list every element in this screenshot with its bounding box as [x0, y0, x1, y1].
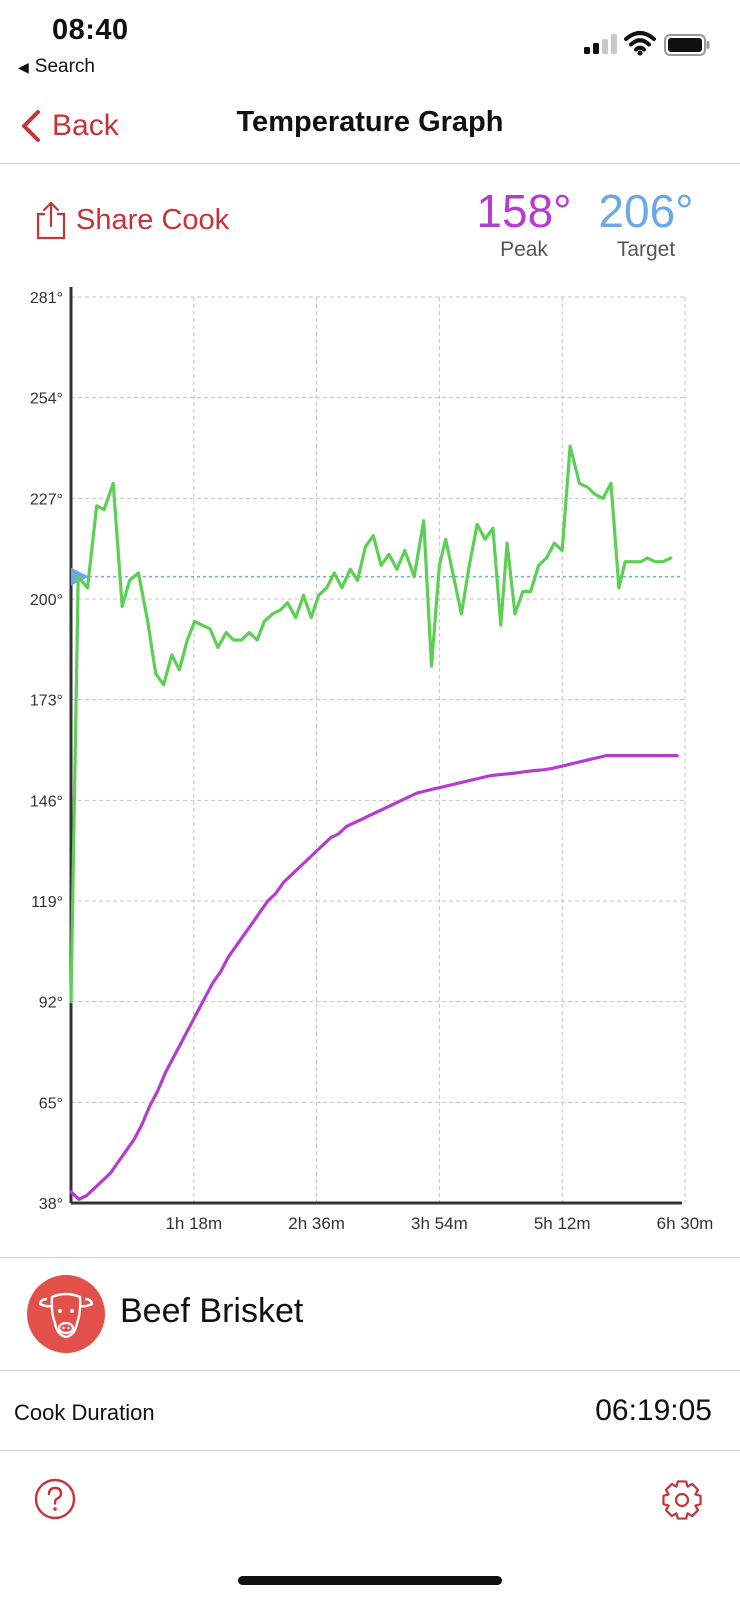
y-tick-label: 119° [31, 894, 63, 911]
nav-divider [0, 163, 740, 164]
home-indicator [238, 1576, 502, 1585]
help-icon[interactable] [34, 1478, 76, 1520]
back-button[interactable]: Back [20, 104, 119, 148]
y-tick-label: 65° [39, 1095, 63, 1112]
back-triangle-icon: ◀ [18, 59, 29, 75]
peak-stat: 158° Peak [462, 184, 586, 262]
share-cook-label: Share Cook [76, 203, 230, 236]
x-tick-label: 3h 54m [411, 1214, 468, 1233]
y-tick-label: 254° [30, 391, 63, 408]
meat-temperature-line [69, 754, 679, 1201]
x-tick-label: 5h 12m [534, 1214, 591, 1233]
x-tick-label: 2h 36m [288, 1214, 345, 1233]
food-name: Beef Brisket [120, 1292, 304, 1330]
ambient-temperature-line [69, 444, 673, 1004]
target-stat: 206° Target [584, 184, 708, 262]
share-icon [36, 201, 66, 240]
y-tick-label: 92° [39, 995, 63, 1012]
y-tick-label: 227° [30, 491, 63, 508]
food-divider [0, 1370, 740, 1371]
page-title: Temperature Graph [236, 106, 504, 138]
cook-duration-label: Cook Duration [14, 1400, 155, 1425]
cellular-signal-icon [584, 34, 617, 54]
peak-label: Peak [500, 238, 548, 261]
duration-divider [0, 1450, 740, 1451]
cook-duration-value: 06:19:05 [595, 1394, 712, 1427]
y-tick-label: 38° [39, 1196, 63, 1213]
chevron-left-icon [22, 110, 40, 142]
x-tick-label: 1h 18m [165, 1214, 222, 1233]
back-button-label: Back [52, 109, 119, 142]
cow-icon [27, 1275, 105, 1353]
target-value: 206° [598, 185, 694, 237]
chart-divider [0, 1257, 740, 1258]
x-tick-label: 6h 30m [657, 1214, 714, 1233]
battery-icon [664, 34, 710, 56]
wifi-icon [624, 31, 656, 56]
target-label: Target [616, 238, 676, 261]
temperature-chart: 38° 65° 92° 119° 146° 173° 200° 227° 254° 281° 1h … [30, 287, 714, 1233]
status-time: 08:40 [52, 14, 129, 46]
status-back-to-app[interactable]: ◀ Search [18, 56, 95, 78]
y-tick-label: 146° [30, 793, 63, 810]
y-tick-label: 173° [30, 693, 63, 710]
y-tick-label: 200° [30, 592, 63, 609]
peak-value: 158° [476, 185, 572, 237]
share-cook-button[interactable]: Share Cook [34, 200, 229, 240]
status-back-label: Search [34, 56, 95, 77]
settings-gear-icon[interactable] [660, 1478, 704, 1522]
y-tick-label: 281° [30, 290, 63, 307]
